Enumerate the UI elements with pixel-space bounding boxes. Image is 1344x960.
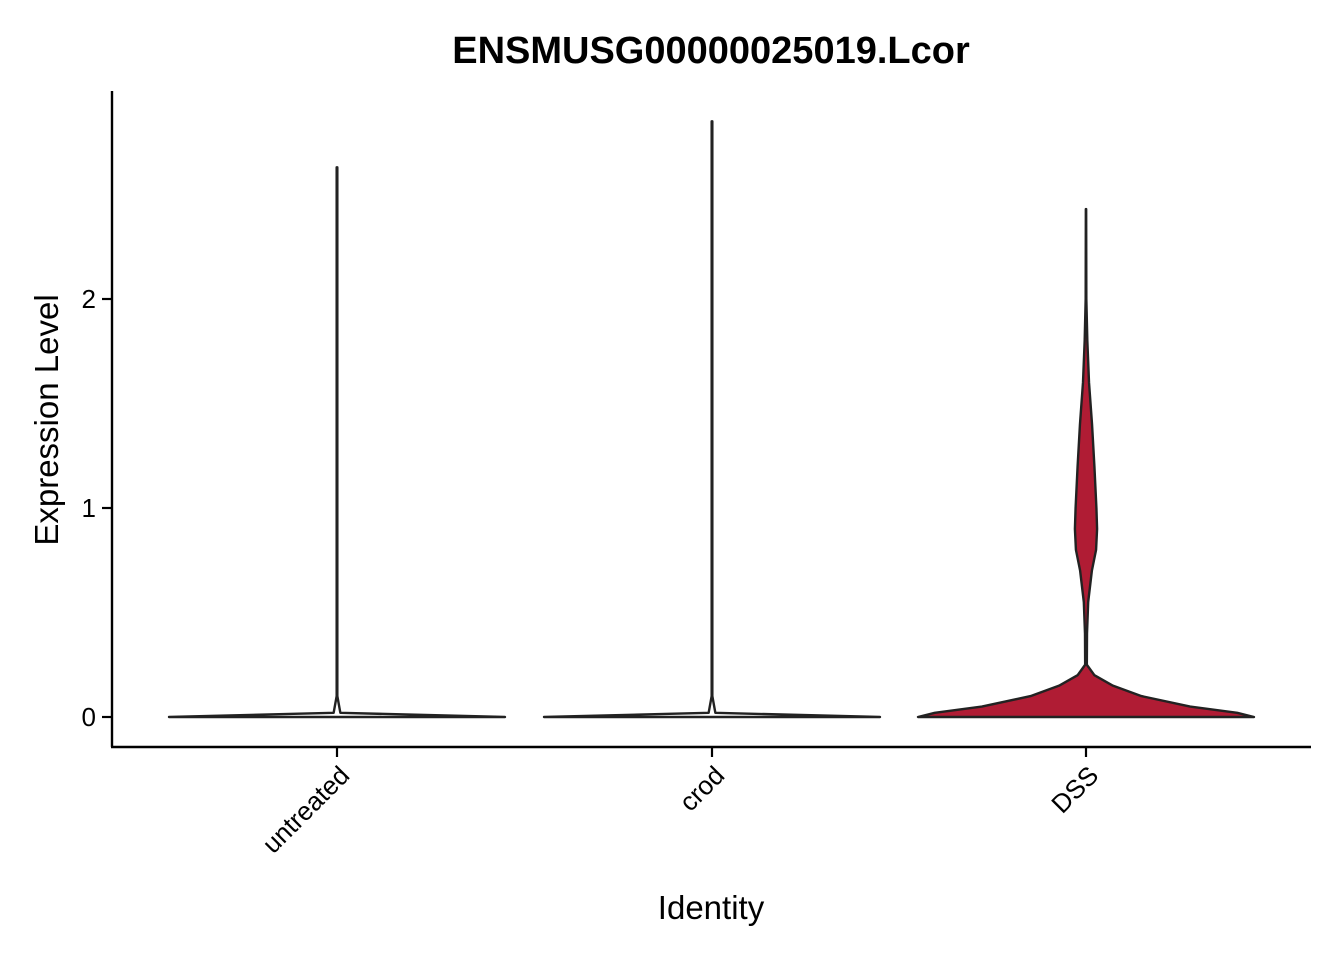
violin-untreated	[167, 166, 507, 719]
chart-title: ENSMUSG00000025019.Lcor	[452, 30, 970, 72]
violin-crod	[542, 120, 882, 719]
violin-group	[167, 120, 1256, 719]
y-axis-title: Expression Level	[28, 294, 65, 545]
x-axis-ticks: untreated crod DSS	[256, 747, 1104, 859]
y-tick-label: 0	[82, 702, 96, 732]
x-tick-label: crod	[673, 760, 730, 817]
y-tick-label: 2	[82, 284, 96, 314]
y-axis-ticks: 0 1 2	[82, 284, 112, 732]
violin-dss	[916, 207, 1256, 719]
x-tick-label: untreated	[256, 760, 355, 859]
x-axis-title: Identity	[658, 889, 765, 926]
y-tick-label: 1	[82, 493, 96, 523]
x-tick-label: DSS	[1045, 760, 1104, 819]
